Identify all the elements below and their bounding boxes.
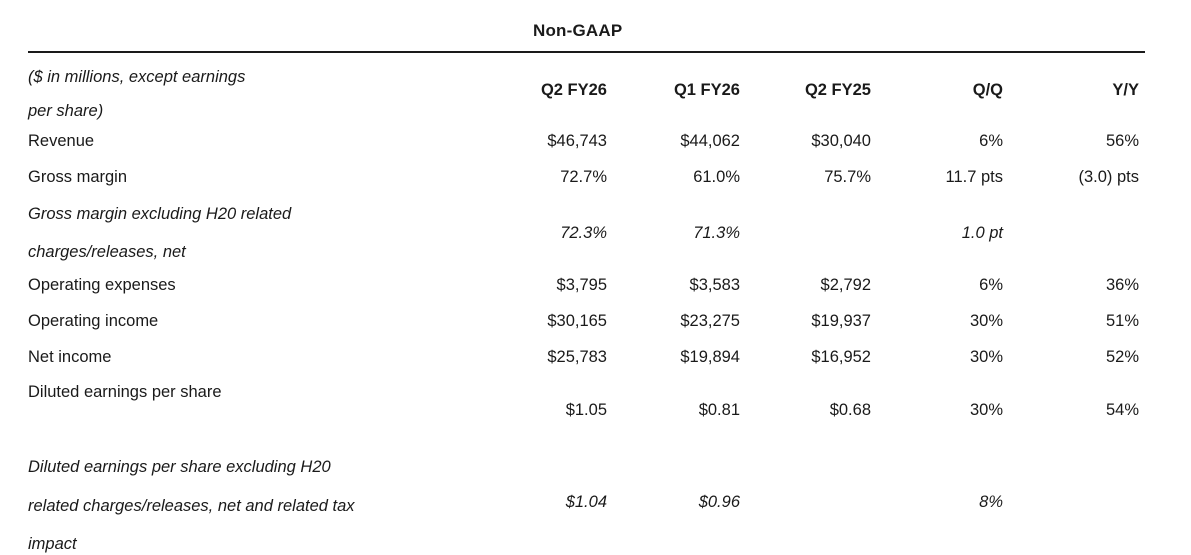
cell-value: 71.3% <box>693 223 740 242</box>
cell-value: $25,783 <box>547 347 607 366</box>
cell-value: $16,952 <box>811 347 871 366</box>
row-label-line1: Diluted earnings per share excluding H20 <box>28 458 331 476</box>
cell-value: $0.81 <box>698 401 740 419</box>
cell-value: $3,583 <box>689 275 740 294</box>
cell-value: 54% <box>1105 401 1139 419</box>
row-label-line3: impact <box>28 535 77 553</box>
cell-value: 1.0 pt <box>961 223 1003 242</box>
row-label: Operating expenses <box>28 275 176 294</box>
table-row-diluted-eps-ex-h20: Diluted earnings per share excluding H20… <box>28 441 1139 555</box>
column-header-qq: Q/Q <box>972 81 1003 99</box>
column-header-q2fy26: Q2 FY26 <box>540 81 607 99</box>
row-label: Revenue <box>28 131 95 150</box>
cell-value: $0.68 <box>829 401 871 419</box>
column-header-yy: Y/Y <box>1112 81 1139 99</box>
row-label-line2: related charges/releases, net and relate… <box>28 496 355 515</box>
cell-value: $30,040 <box>811 131 871 150</box>
row-label: Diluted earnings per share excluding H20… <box>28 441 480 555</box>
row-label: Operating income <box>28 311 159 330</box>
cell-value: (3.0) pts <box>1078 167 1139 186</box>
cell-value: $1.05 <box>565 401 607 419</box>
cell-value: 6% <box>979 275 1003 294</box>
row-label: Gross margin excluding H20 related charg… <box>28 195 480 271</box>
row-label: Net income <box>28 347 112 366</box>
cell-value: 56% <box>1105 131 1139 150</box>
row-label-line2: charges/releases, net <box>28 243 186 261</box>
row-label: Diluted earnings per share <box>28 383 222 401</box>
financial-table: ($ in millions, except earnings per shar… <box>28 53 1139 555</box>
cell-value: 36% <box>1105 275 1139 294</box>
cell-value: $19,894 <box>680 347 740 366</box>
table-row-diluted-eps: Diluted earnings per share $1.05 $0.81 $… <box>28 375 1139 429</box>
table-row-net-income: Net income $25,783 $19,894 $16,952 30% 5… <box>28 339 1139 375</box>
cell-value: 11.7 pts <box>945 167 1003 186</box>
cell-value: 30% <box>969 311 1003 330</box>
cell-value: 30% <box>969 401 1003 419</box>
row-label: Gross margin <box>28 167 128 186</box>
table-row-revenue: Revenue $46,743 $44,062 $30,040 6% 56% <box>28 123 1139 159</box>
table-row-operating-income: Operating income $30,165 $23,275 $19,937… <box>28 303 1139 339</box>
unit-note-line2: per share) <box>28 102 104 120</box>
cell-value: 30% <box>969 347 1003 366</box>
cell-value: $46,743 <box>547 131 607 150</box>
table-row-operating-expenses: Operating expenses $3,795 $3,583 $2,792 … <box>28 267 1139 303</box>
cell-value: $19,937 <box>811 311 871 330</box>
row-label-line1: Gross margin excluding H20 related <box>28 205 292 223</box>
cell-value: $44,062 <box>680 131 740 150</box>
cell-value: $30,165 <box>547 311 607 330</box>
row-gap <box>28 429 1139 441</box>
cell-value: 75.7% <box>824 167 871 186</box>
table-title: Non-GAAP <box>533 21 623 40</box>
column-header-q2fy25: Q2 FY25 <box>804 81 871 99</box>
unit-note-line1: ($ in millions, except earnings <box>28 68 246 86</box>
cell-value: 51% <box>1105 311 1139 330</box>
unit-note: ($ in millions, except earnings per shar… <box>28 53 480 128</box>
cell-value: 52% <box>1105 347 1139 366</box>
cell-value: 61.0% <box>693 167 740 186</box>
cell-value: $3,795 <box>556 275 607 294</box>
cell-value: 72.7% <box>560 167 607 186</box>
cell-value: 8% <box>979 492 1003 511</box>
column-header-q1fy26: Q1 FY26 <box>673 81 740 99</box>
table-row-gross-margin-ex-h20: Gross margin excluding H20 related charg… <box>28 195 1139 267</box>
cell-value: $2,792 <box>820 275 871 294</box>
table-row-gross-margin: Gross margin 72.7% 61.0% 75.7% 11.7 pts … <box>28 159 1139 195</box>
cell-value: 6% <box>979 131 1003 150</box>
cell-value: $23,275 <box>680 311 740 330</box>
cell-value: $0.96 <box>698 492 740 511</box>
cell-value: 72.3% <box>560 223 607 242</box>
cell-value: $1.04 <box>565 492 607 511</box>
table-header-row: ($ in millions, except earnings per shar… <box>28 53 1139 123</box>
header-divider-line <box>28 51 1145 53</box>
